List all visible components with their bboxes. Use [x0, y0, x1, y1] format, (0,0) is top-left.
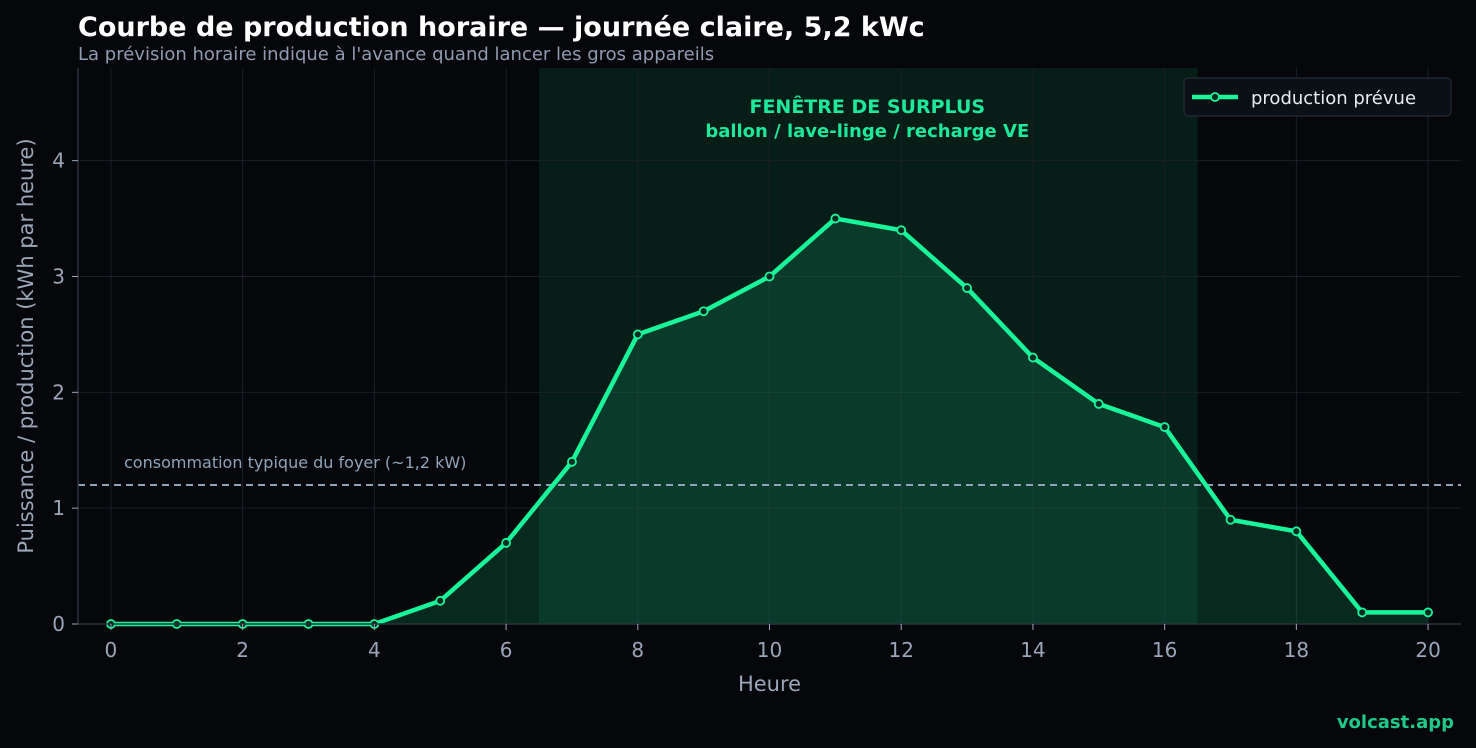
series-area — [110, 218, 1429, 625]
y-tick-label: 0 — [52, 612, 65, 636]
x-tick-label: 2 — [236, 638, 249, 662]
data-point — [501, 538, 511, 548]
data-point — [962, 283, 972, 293]
x-tick-label: 8 — [631, 638, 644, 662]
y-tick-label: 3 — [52, 265, 65, 289]
data-point — [435, 595, 446, 606]
legend: production prévue — [1183, 77, 1452, 117]
surplus-window-label: FENÊTRE DE SURPLUS — [749, 95, 985, 118]
data-point — [567, 456, 577, 467]
data-point — [1159, 422, 1170, 432]
chart-subtitle: La prévision horaire indique à l'avance … — [78, 44, 715, 65]
x-tick-label: 14 — [1020, 638, 1045, 662]
x-axis-label: Heure — [738, 672, 801, 696]
brand-watermark: volcast.app — [1336, 712, 1454, 733]
y-axis-label: Puissance / production (kWh par heure) — [14, 138, 38, 553]
chart-title: Courbe de production horaire — journée c… — [78, 12, 925, 43]
x-tick-label: 12 — [888, 638, 913, 662]
y-tick-label: 4 — [52, 149, 65, 173]
legend-box — [1183, 77, 1452, 117]
data-point — [1357, 607, 1368, 618]
data-point — [698, 306, 709, 317]
x-tick-label: 4 — [368, 638, 381, 662]
x-tick-label: 10 — [757, 638, 782, 662]
data-point — [896, 225, 907, 236]
x-tick-label: 6 — [500, 638, 513, 662]
reference-line-label: consommation typique du foyer (~1,2 kW) — [124, 453, 466, 472]
y-tick-label: 1 — [52, 496, 65, 520]
data-point — [1225, 514, 1236, 525]
legend-marker-swatch — [1210, 92, 1220, 102]
data-point — [1028, 352, 1038, 363]
x-tick-label: 20 — [1415, 638, 1440, 662]
data-point — [632, 329, 643, 340]
data-point — [764, 271, 775, 282]
x-tick-label: 16 — [1152, 638, 1177, 662]
x-tick-label: 18 — [1284, 638, 1309, 662]
legend-entry-label: production prévue — [1251, 88, 1416, 109]
surplus-window-sublabel: ballon / lave-linge / recharge VE — [705, 121, 1029, 142]
data-point — [1291, 526, 1302, 537]
y-tick-label: 2 — [52, 380, 65, 404]
x-tick-label: 0 — [105, 638, 118, 662]
data-point — [1423, 607, 1433, 618]
data-point — [1093, 399, 1104, 409]
data-point — [830, 213, 841, 224]
